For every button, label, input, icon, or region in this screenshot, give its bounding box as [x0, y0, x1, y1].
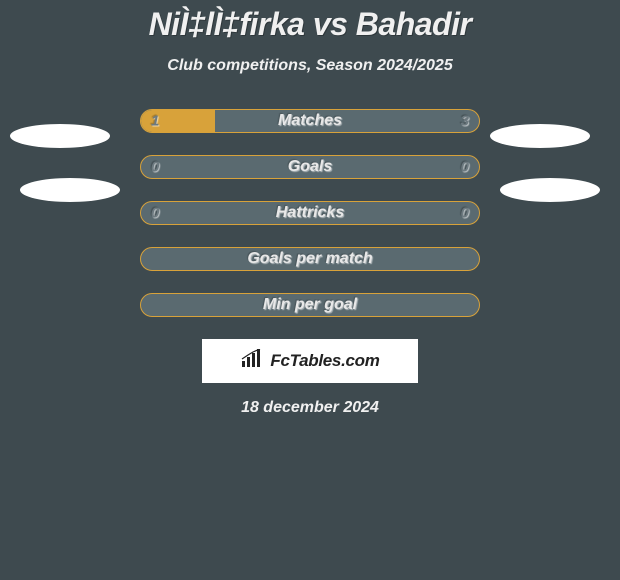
brand-box: FcTables.com — [202, 339, 418, 383]
comparison-row: Min per goal — [140, 293, 480, 317]
row-label: Goals per match — [141, 250, 479, 268]
row-label: Min per goal — [141, 296, 479, 314]
chart-icon — [240, 349, 266, 374]
row-label: Goals — [141, 158, 479, 176]
decor-ellipse — [20, 178, 120, 202]
subtitle: Club competitions, Season 2024/2025 — [0, 57, 620, 75]
page: NiÌ‡lÌ‡firka vs Bahadir Club competition… — [0, 0, 620, 580]
comparison-row: Goals per match — [140, 247, 480, 271]
date-text: 18 december 2024 — [0, 399, 620, 417]
comparison-row: 00Goals — [140, 155, 480, 179]
row-label: Hattricks — [141, 204, 479, 222]
decor-ellipse — [500, 178, 600, 202]
brand-text: FcTables.com — [270, 351, 379, 371]
comparison-row: 13Matches — [140, 109, 480, 133]
comparison-row: 00Hattricks — [140, 201, 480, 225]
row-label: Matches — [141, 112, 479, 130]
comparison-rows: 13Matches 00Goals 00Hattricks Goals per mat… — [140, 109, 480, 317]
decor-ellipse — [490, 124, 590, 148]
page-title: NiÌ‡lÌ‡firka vs Bahadir — [0, 0, 620, 43]
decor-ellipse — [10, 124, 110, 148]
